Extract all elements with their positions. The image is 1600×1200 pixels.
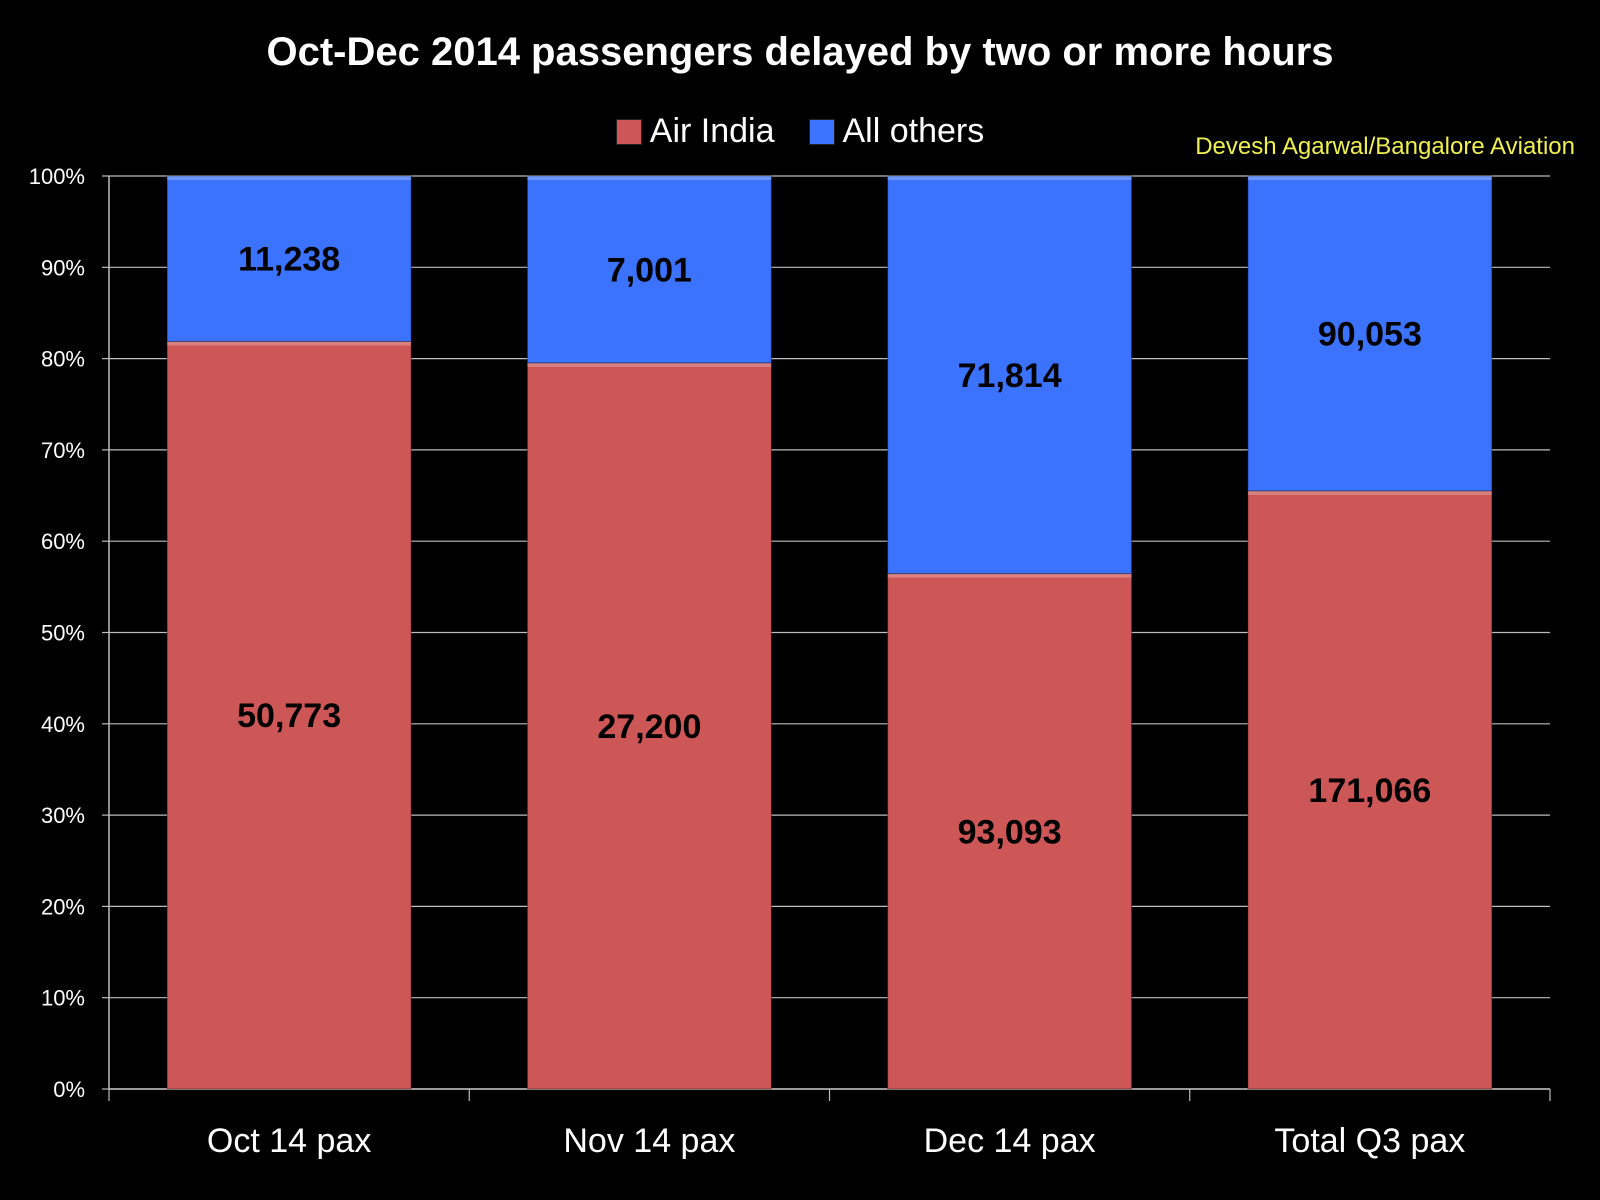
data-label: 171,066 xyxy=(1308,772,1431,810)
y-tick-label: 10% xyxy=(41,986,85,1011)
bar-segment xyxy=(526,175,772,364)
bar-highlight xyxy=(527,362,772,367)
y-tick-label: 0% xyxy=(53,1077,85,1102)
bar-highlight xyxy=(887,176,1132,180)
legend-item-air-india: Air India xyxy=(615,112,775,151)
x-tick-label: Total Q3 pax xyxy=(1274,1122,1465,1160)
data-label: 27,200 xyxy=(597,708,701,746)
data-label: 71,814 xyxy=(958,357,1062,395)
x-tick-label: Nov 14 pax xyxy=(563,1122,735,1160)
y-tick-label: 60% xyxy=(41,529,85,554)
y-tick-label: 80% xyxy=(41,347,85,372)
bar-highlight xyxy=(887,573,1132,578)
bar-segment xyxy=(887,175,1133,575)
bar-segment xyxy=(166,175,412,342)
data-label: 93,093 xyxy=(958,813,1062,851)
y-tick-label: 40% xyxy=(41,712,85,737)
y-tick-label: 20% xyxy=(41,894,85,919)
bar-segment xyxy=(1247,175,1493,492)
y-tick-label: 50% xyxy=(41,621,85,646)
legend-item-all-others: All others xyxy=(808,112,985,151)
credit-text: Devesh Agarwal/Bangalore Aviation xyxy=(1195,133,1575,160)
data-label: 11,238 xyxy=(238,241,340,279)
legend-label-air-india: Air India xyxy=(649,112,775,150)
x-tick-label: Dec 14 pax xyxy=(924,1122,1096,1160)
legend: Air India All others xyxy=(0,112,1600,151)
data-label: 90,053 xyxy=(1318,315,1422,353)
legend-label-all-others: All others xyxy=(842,112,985,150)
bar-segment xyxy=(887,573,1133,1090)
y-tick-label: 30% xyxy=(41,803,85,828)
data-label: 50,773 xyxy=(237,697,341,735)
bar-highlight xyxy=(1247,176,1492,180)
bar-highlight xyxy=(527,176,772,180)
bar-highlight xyxy=(167,341,412,346)
x-tick-label: Oct 14 pax xyxy=(207,1122,371,1160)
y-tick-label: 70% xyxy=(41,438,85,463)
y-tick-label: 100% xyxy=(29,164,85,189)
y-tick-label: 90% xyxy=(41,255,85,280)
chart-title: Oct-Dec 2014 passengers delayed by two o… xyxy=(266,30,1334,74)
bar-highlight xyxy=(1247,490,1492,495)
data-label: 7,001 xyxy=(607,251,692,289)
bar-segment xyxy=(1247,490,1493,1090)
legend-swatch-air-india xyxy=(615,118,642,145)
bar-highlight xyxy=(167,176,412,180)
legend-swatch-all-others xyxy=(808,118,835,145)
bar-segment xyxy=(526,362,772,1090)
bar-segment xyxy=(166,340,412,1090)
